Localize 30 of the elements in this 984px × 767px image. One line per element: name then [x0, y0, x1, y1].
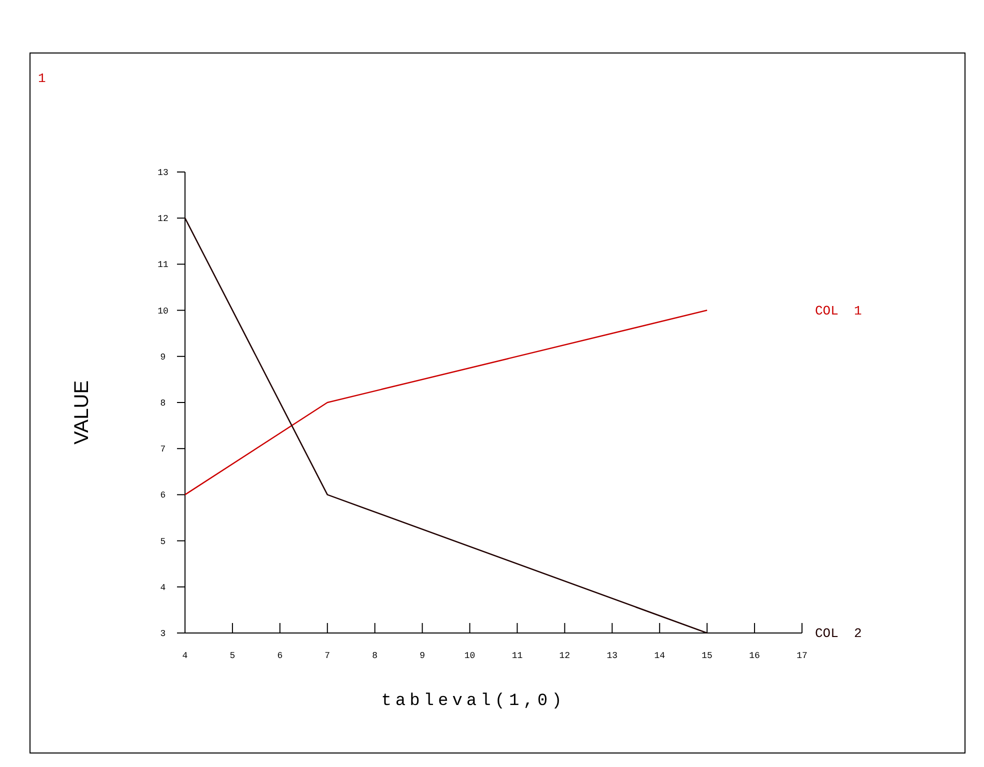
x-tick-label: 8	[372, 651, 378, 661]
y-tick-label: 6	[160, 490, 166, 501]
y-tick-label: 9	[160, 352, 166, 362]
x-tick-label: 14	[654, 651, 666, 661]
y-tick-label: 3	[160, 629, 166, 639]
x-tick-label: 5	[230, 651, 236, 661]
y-tick-label: 4	[160, 582, 166, 593]
y-tick-label: 12	[158, 214, 168, 224]
x-tick-label: 17	[796, 651, 808, 661]
x-tick-label: 11	[512, 651, 523, 661]
x-tick-label: 12	[559, 651, 570, 661]
x-tick-label: 13	[606, 651, 618, 661]
y-tick-label: 11	[158, 260, 168, 270]
y-tick-label: 5	[160, 536, 166, 547]
text: 1	[38, 71, 46, 86]
y-tick-label: 7	[160, 444, 166, 455]
x-tick-label: 7	[324, 651, 330, 661]
x-tick-label: 16	[749, 651, 760, 661]
x-tick-label: 15	[702, 651, 712, 661]
y-tick-label: 8	[160, 398, 166, 408]
y-tick-label: 13	[158, 168, 168, 178]
x-tick-label: 10	[464, 651, 476, 661]
y-tick-label: 10	[158, 306, 168, 316]
text: COL 2	[815, 626, 862, 641]
x-tick-label: 9	[420, 651, 426, 661]
x-axis-title: tableval(1,0)	[381, 692, 566, 711]
x-tick-label: 4	[182, 651, 188, 661]
text: COL 1	[815, 303, 862, 318]
y-axis-title: VALUE	[71, 380, 93, 445]
x-tick-label: 6	[277, 651, 283, 661]
